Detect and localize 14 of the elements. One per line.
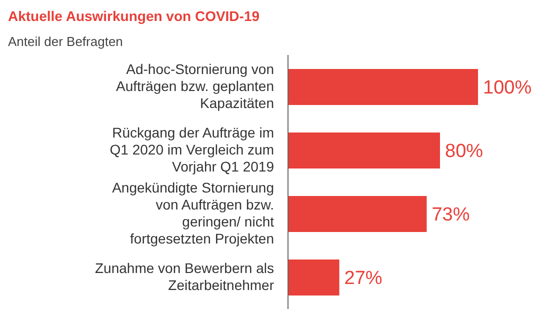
bar xyxy=(288,259,340,296)
data-label: 80% xyxy=(445,141,484,162)
text: Aktuelle Auswirkungen von COVID-19 xyxy=(8,8,261,24)
bar xyxy=(288,132,440,168)
text: Anteil der Befragten xyxy=(8,34,124,49)
y-tick-label: Rückgang der Aufträge im Q1 2020 im Vergleich zum Vorjahr Q1 2019 xyxy=(110,124,274,174)
data-label: 100% xyxy=(483,78,532,99)
y-tick-label: Ad-hoc-Stornierung von Aufträgen bzw. geplanten Kapazitäten xyxy=(116,60,274,110)
data-label: 73% xyxy=(432,204,470,226)
bar xyxy=(288,68,478,105)
bar xyxy=(288,196,427,232)
y-tick-label: Angekündigte Stornierung von Aufträgen bzw. geringen/ nicht fortgesetzten Projekten xyxy=(112,178,274,246)
data-label: 27% xyxy=(344,268,382,290)
y-tick-label: Zunahme von Bewerbern als Zeitarbeitnehmer xyxy=(95,259,274,292)
